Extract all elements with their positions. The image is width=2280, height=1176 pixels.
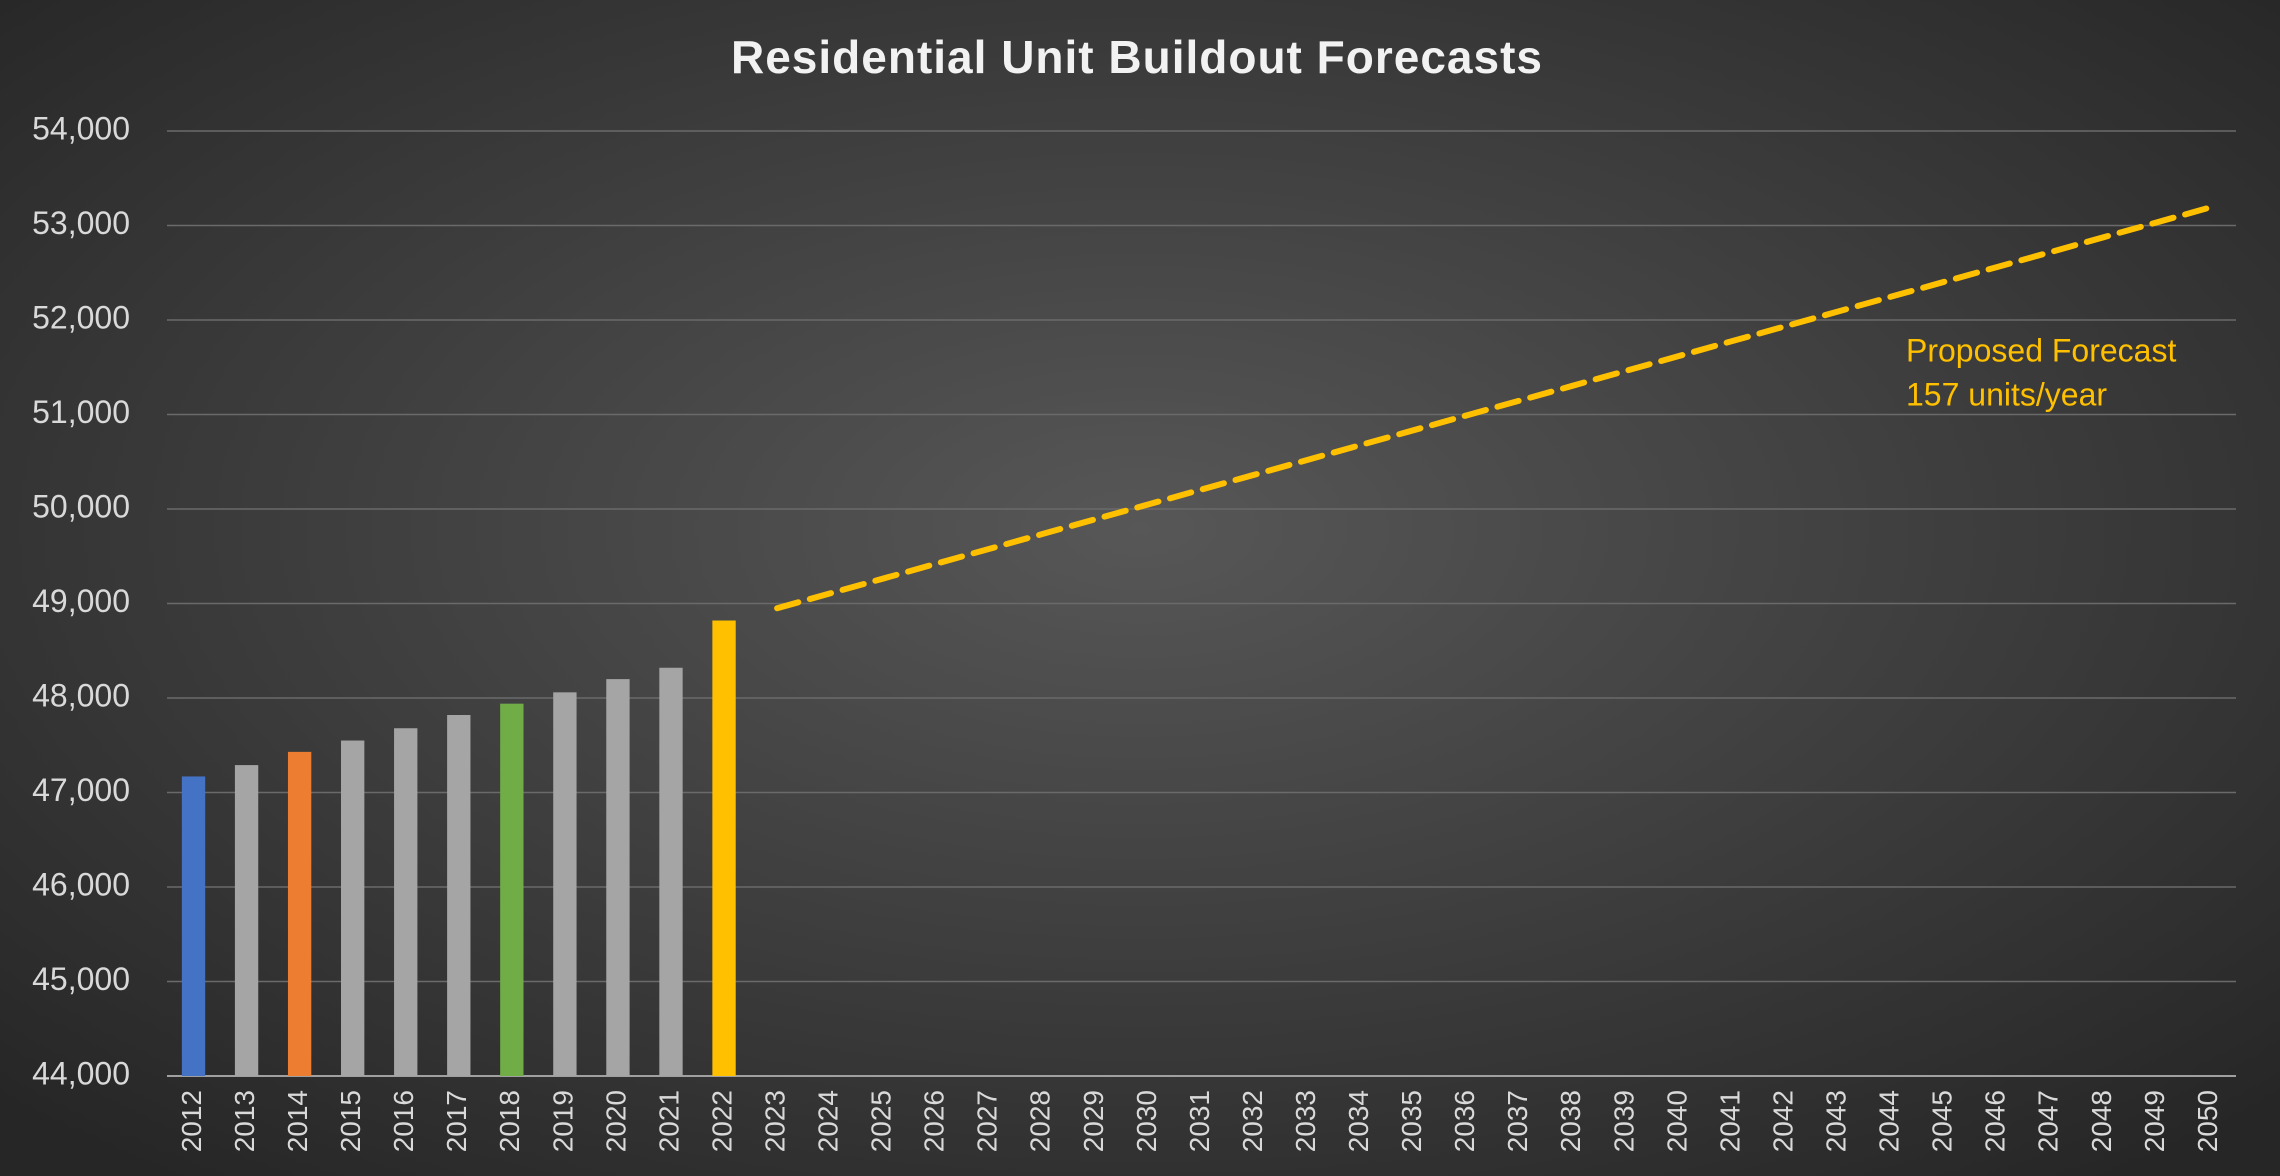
x-tick-label: 2026: [919, 1090, 950, 1152]
y-tick-label: 48,000: [32, 677, 130, 713]
annotation: 157 units/year: [1906, 376, 2107, 412]
y-tick-label: 52,000: [32, 299, 130, 335]
x-tick-label: 2025: [866, 1090, 897, 1152]
bar: [500, 703, 524, 1076]
bar: [287, 751, 312, 1076]
y-tick-label: 45,000: [32, 961, 130, 997]
x-tick-label: 2012: [176, 1090, 207, 1152]
x-tick-label: 2027: [972, 1090, 1003, 1152]
bar: [181, 776, 206, 1076]
x-tick-label: 2029: [1078, 1090, 1109, 1152]
x-tick-label: 2013: [229, 1090, 260, 1152]
x-tick-label: 2047: [2033, 1090, 2064, 1152]
x-tick-label: 2041: [1714, 1090, 1745, 1152]
x-tick-label: 2023: [759, 1090, 790, 1152]
annotation: Proposed Forecast: [1906, 332, 2176, 368]
x-tick-label: 2019: [547, 1090, 578, 1152]
x-tick-label: 2024: [813, 1090, 844, 1152]
y-tick-label: 44,000: [32, 1055, 130, 1091]
x-tick-label: 2039: [1608, 1090, 1639, 1152]
forecast-line: [774, 204, 2213, 612]
x-tick-label: 2043: [1821, 1090, 1852, 1152]
x-tick-label: 2046: [1980, 1090, 2011, 1152]
x-tick-label: 2028: [1025, 1090, 1056, 1152]
x-tick-label: 2015: [335, 1090, 366, 1152]
x-tick-label: 2021: [653, 1090, 684, 1152]
y-tick-label: 50,000: [32, 488, 130, 524]
bar: [234, 765, 259, 1076]
x-tick-label: 2044: [1874, 1090, 1905, 1152]
y-tick-label: 53,000: [32, 205, 130, 241]
x-tick-label: 2045: [1927, 1090, 1958, 1152]
x-tick-label: 2048: [2086, 1090, 2117, 1152]
x-tick-label: 2033: [1290, 1090, 1321, 1152]
bar: [659, 667, 683, 1076]
chart-title: Residential Unit Buildout Forecasts: [731, 31, 1543, 83]
y-tick-label: 51,000: [32, 394, 130, 430]
x-tick-label: 2030: [1131, 1090, 1162, 1152]
y-tick-label: 47,000: [32, 772, 130, 808]
x-tick-label: 2016: [388, 1090, 419, 1152]
y-tick-label: 49,000: [32, 583, 130, 619]
bar: [606, 679, 630, 1076]
x-tick-label: 2037: [1502, 1090, 1533, 1152]
bar: [712, 620, 736, 1076]
bar: [341, 740, 365, 1076]
x-tick-label: 2050: [2192, 1090, 2223, 1152]
x-tick-label: 2022: [706, 1090, 737, 1152]
x-tick-label: 2036: [1449, 1090, 1480, 1152]
x-tick-label: 2049: [2139, 1090, 2170, 1152]
x-tick-label: 2018: [494, 1090, 525, 1152]
y-tick-label: 46,000: [32, 866, 130, 902]
x-tick-label: 2014: [282, 1090, 313, 1152]
x-tick-label: 2035: [1396, 1090, 1427, 1152]
x-tick-label: 2017: [441, 1090, 472, 1152]
bar: [394, 728, 418, 1076]
x-tick-label: 2031: [1184, 1090, 1215, 1152]
x-tick-label: 2020: [600, 1090, 631, 1152]
bar: [447, 715, 471, 1076]
x-tick-label: 2040: [1661, 1090, 1692, 1152]
x-tick-label: 2042: [1767, 1090, 1798, 1152]
bar: [553, 692, 577, 1076]
x-tick-label: 2032: [1237, 1090, 1268, 1152]
x-tick-label: 2038: [1555, 1090, 1586, 1152]
y-tick-label: 54,000: [32, 110, 130, 146]
x-tick-label: 2034: [1343, 1090, 1374, 1152]
